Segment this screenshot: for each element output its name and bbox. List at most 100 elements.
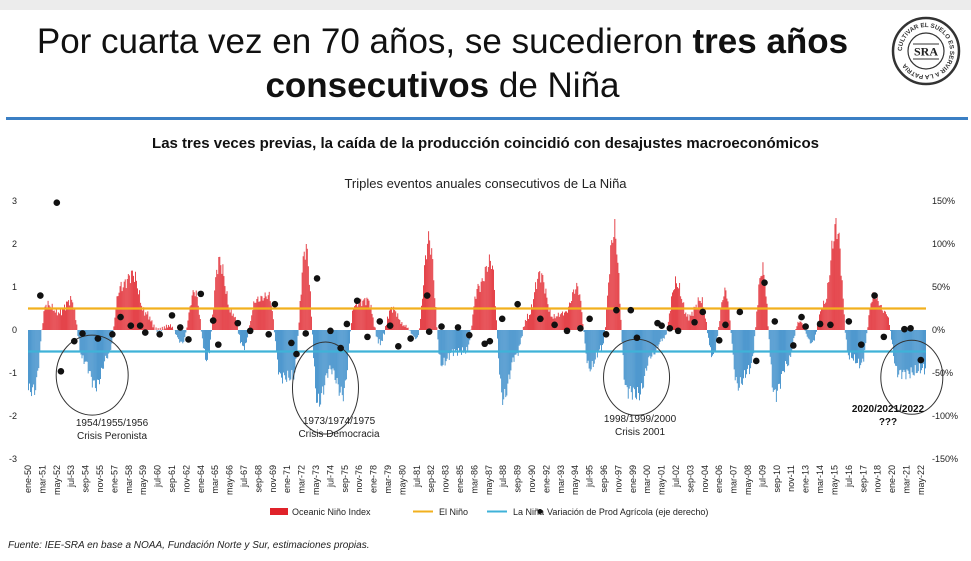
oni-bar [360,298,362,330]
oni-bar [214,290,216,330]
oni-bar [815,330,816,335]
prod-variation-point [327,327,334,335]
oni-bar [573,289,575,330]
oni-bar [688,320,690,330]
x-tick-label: may-94 [570,465,580,495]
oni-bar [460,330,461,352]
oni-bar [171,327,172,330]
oni-bar [720,309,722,330]
chart-title: Triples eventos anuales consecutivos de … [344,176,627,191]
oni-bar [241,330,242,343]
oni-bar [372,317,374,330]
oni-bar [300,294,302,330]
oni-bar [806,330,808,337]
oni-bar [350,330,351,332]
oni-bar [449,330,451,354]
oni-bar [538,272,540,330]
oni-bar [236,326,238,330]
oni-bar [106,330,108,359]
prod-variation-point [79,330,86,337]
oni-bar [523,326,525,330]
oni-bar [206,330,207,362]
oni-bar [193,292,195,330]
oni-bar [384,330,385,335]
x-tick-label: mar-51 [37,465,47,494]
oni-bar [357,306,359,330]
crisis-annotation: 1973/1974/1975 [303,416,376,427]
oni-bar [151,320,153,330]
oni-bar [465,330,467,354]
oni-bar [298,322,300,330]
oni-bar [690,315,692,330]
oni-bar [209,330,210,354]
oni-bar [184,330,186,338]
prod-variation-point [376,318,384,325]
prod-variation-point [901,325,908,333]
oni-bar [113,326,115,330]
oni-bar [541,273,543,330]
crisis-annotation: 1954/1955/1956 [76,418,149,429]
x-tick-label: sep-17 [858,465,868,493]
oni-bar [269,301,271,330]
legend-label: Variación de Prod Agrícola (eje derecho) [547,507,708,517]
oni-bar [580,300,582,330]
x-tick-label: may-08 [743,465,753,495]
oni-bar [210,330,211,340]
oni-bar [664,330,666,336]
y-right-tick-label: 100% [932,239,955,249]
oni-bar [375,330,377,337]
oni-bar [272,319,274,330]
oni-bar [558,316,560,330]
prod-variation-point [613,306,620,314]
oni-bar [824,303,826,330]
oni-bar [178,330,180,340]
oni-bar [399,319,401,330]
oni-bar [769,330,771,357]
oni-bar [61,315,62,330]
prod-variation-point [302,330,310,337]
oni-bar [756,311,758,330]
prod-variation-point [53,199,61,207]
oni-bar [76,324,78,330]
oni-bar [144,315,146,330]
oni-bar [823,300,825,330]
oni-bar [36,330,38,378]
oni-bar [186,327,188,330]
oni-bar [838,232,840,330]
oni-bar [462,330,464,348]
oni-bar [832,248,834,330]
oni-bar [166,327,168,330]
source-note: Fuente: IEE-SRA en base a NOAA, Fundació… [8,540,370,551]
oni-bar [290,330,292,380]
oni-bar [474,296,476,330]
oni-bar [637,330,638,388]
prod-variation-point [602,331,610,338]
x-tick-label: nov-55 [95,465,105,493]
oni-bar [134,281,135,330]
oni-bar [301,272,303,330]
oni-bar [852,330,853,359]
oni-bar [660,330,662,339]
oni-bar [548,311,550,330]
oni-bar [640,330,641,395]
oni-bar [716,330,718,343]
oni-bar [719,321,721,330]
oni-bar [610,245,612,330]
oni-bar [713,330,714,355]
oni-bar [446,330,448,359]
oni-bar [547,304,549,330]
oni-bar [264,292,266,330]
oni-bar [77,330,79,336]
y-left-tick-label: -2 [9,411,17,421]
oni-bar [336,330,338,378]
oni-bar [66,301,67,330]
oni-bar [739,330,741,378]
oni-bar [108,330,110,354]
oni-bar [318,330,320,394]
oni-bar [561,311,563,330]
oni-bar [450,330,452,353]
oni-bar [452,330,454,357]
x-tick-label: mar-93 [556,465,566,494]
oni-bar [816,330,817,332]
oni-bar [662,330,664,338]
